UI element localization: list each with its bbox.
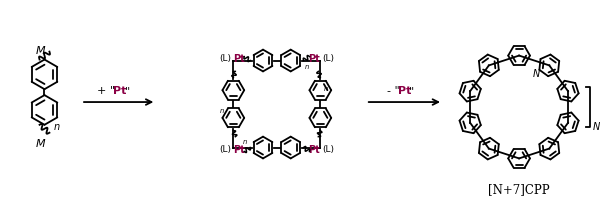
Text: $_n$: $_n$	[323, 84, 329, 94]
Text: $_n$: $_n$	[220, 106, 226, 116]
Text: Pt: Pt	[308, 145, 320, 155]
Text: $n$: $n$	[53, 122, 61, 132]
Text: (L): (L)	[322, 145, 334, 154]
Text: (L): (L)	[220, 54, 232, 63]
Text: (L): (L)	[220, 145, 232, 154]
Text: ": "	[409, 86, 415, 96]
Text: Pt: Pt	[233, 145, 245, 155]
Text: Pt: Pt	[308, 54, 320, 64]
Text: [N+7]CPP: [N+7]CPP	[488, 183, 550, 196]
Text: ": "	[125, 86, 130, 96]
Text: $M$: $M$	[35, 44, 46, 56]
Text: $N$: $N$	[532, 67, 541, 79]
Text: + ": + "	[97, 86, 115, 96]
Text: $_n$: $_n$	[304, 62, 310, 72]
Text: Pt: Pt	[398, 86, 411, 96]
Text: $_n$: $_n$	[242, 137, 248, 147]
Text: - ": - "	[386, 86, 400, 96]
Text: Pt: Pt	[233, 54, 245, 64]
Text: $N$: $N$	[592, 120, 600, 132]
Text: $M$: $M$	[35, 137, 46, 149]
Text: (L): (L)	[322, 54, 334, 63]
Text: Pt: Pt	[113, 86, 127, 96]
